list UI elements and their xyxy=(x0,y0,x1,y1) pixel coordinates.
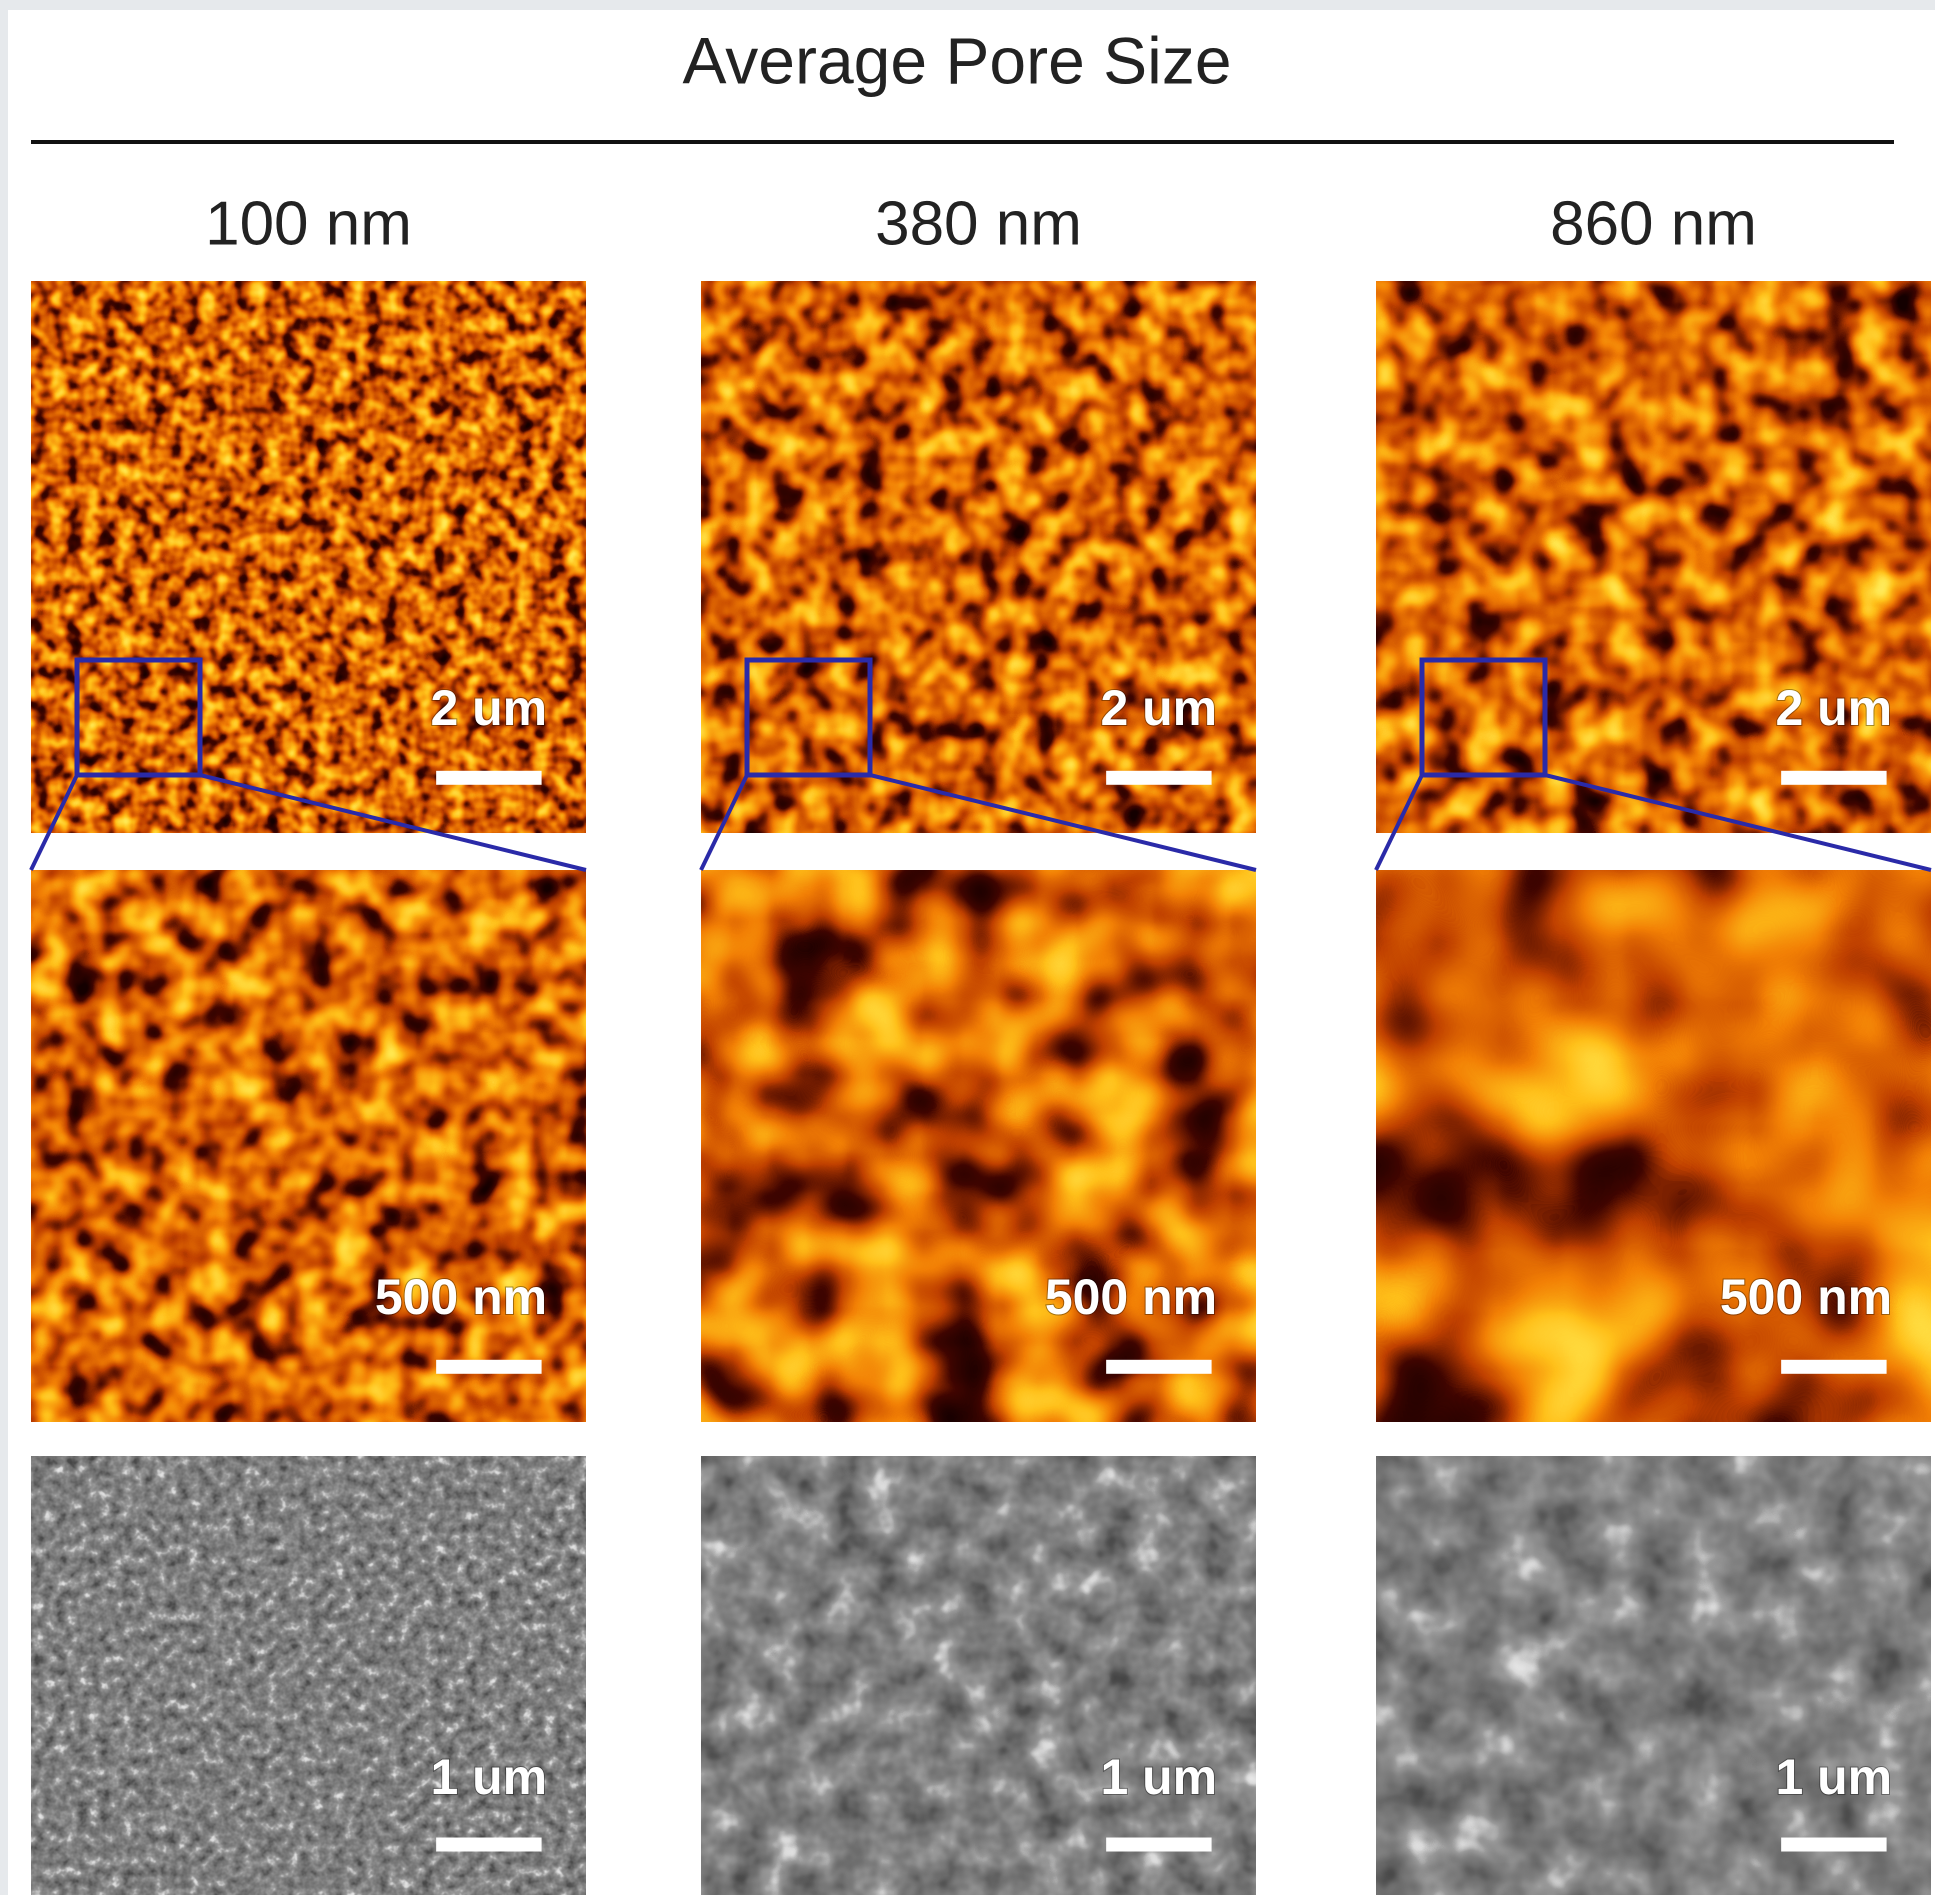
left-border xyxy=(0,0,8,1895)
column-label: 100 nm xyxy=(205,189,412,258)
scale-bar-label: 2 um xyxy=(1100,680,1217,736)
sem-image xyxy=(701,1456,1256,1895)
scale-bar xyxy=(1781,1360,1886,1374)
afm-image xyxy=(31,870,586,1422)
afm-image xyxy=(1376,281,1931,833)
afm-image xyxy=(701,870,1256,1422)
scale-bar-label: 1 um xyxy=(1775,1749,1892,1805)
afm-image xyxy=(31,281,586,833)
top-border xyxy=(0,0,1935,10)
afm-image xyxy=(701,281,1256,833)
afm-image xyxy=(1376,870,1931,1422)
scale-bar-label: 2 um xyxy=(1775,680,1892,736)
figure-title: Average Pore Size xyxy=(682,23,1231,97)
column-label: 380 nm xyxy=(875,189,1082,258)
scale-bar xyxy=(436,1838,541,1852)
scale-bar xyxy=(1106,1360,1211,1374)
column-label: 860 nm xyxy=(1550,189,1757,258)
sem-image xyxy=(31,1456,586,1895)
scale-bar-label: 500 nm xyxy=(375,1269,547,1325)
scale-bar-label: 2 um xyxy=(430,680,547,736)
scale-bar-label: 1 um xyxy=(430,1749,547,1805)
scale-bar xyxy=(1106,1838,1211,1852)
scale-bar-label: 1 um xyxy=(1100,1749,1217,1805)
scale-bar-label: 500 nm xyxy=(1045,1269,1217,1325)
scale-bar xyxy=(436,1360,541,1374)
scale-bar-label: 500 nm xyxy=(1720,1269,1892,1325)
scale-bar xyxy=(1106,771,1211,785)
scale-bar xyxy=(1781,771,1886,785)
sem-image xyxy=(1376,1456,1931,1895)
figure: Average Pore Size 100 nm 2 um 500 nm 1 um 38… xyxy=(0,0,1935,1895)
scale-bar xyxy=(1781,1838,1886,1852)
scale-bar xyxy=(436,771,541,785)
